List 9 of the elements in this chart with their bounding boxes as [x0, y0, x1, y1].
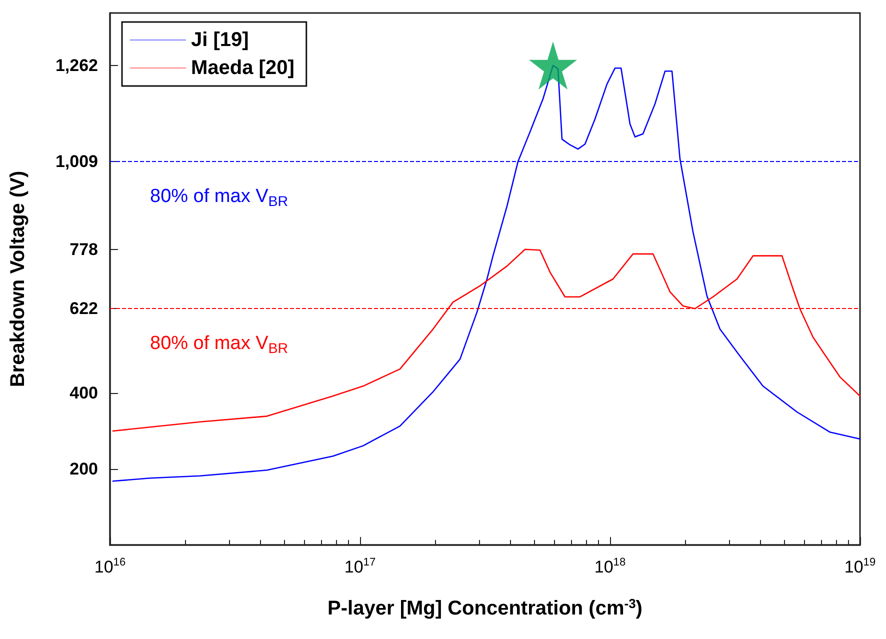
- legend-label: Ji [19]: [191, 29, 249, 51]
- y-tick-label: 1,262: [55, 56, 98, 75]
- y-tick-label: 622: [70, 299, 98, 318]
- y-tick-label: 200: [70, 460, 98, 478]
- y-tick-label: 778: [70, 240, 98, 259]
- legend-label: Maeda [20]: [191, 57, 294, 79]
- y-axis-title: Breakdown Voltage (V): [7, 170, 29, 388]
- y-tick-label: 400: [70, 384, 98, 402]
- y-tick-label: 1,009: [55, 152, 98, 172]
